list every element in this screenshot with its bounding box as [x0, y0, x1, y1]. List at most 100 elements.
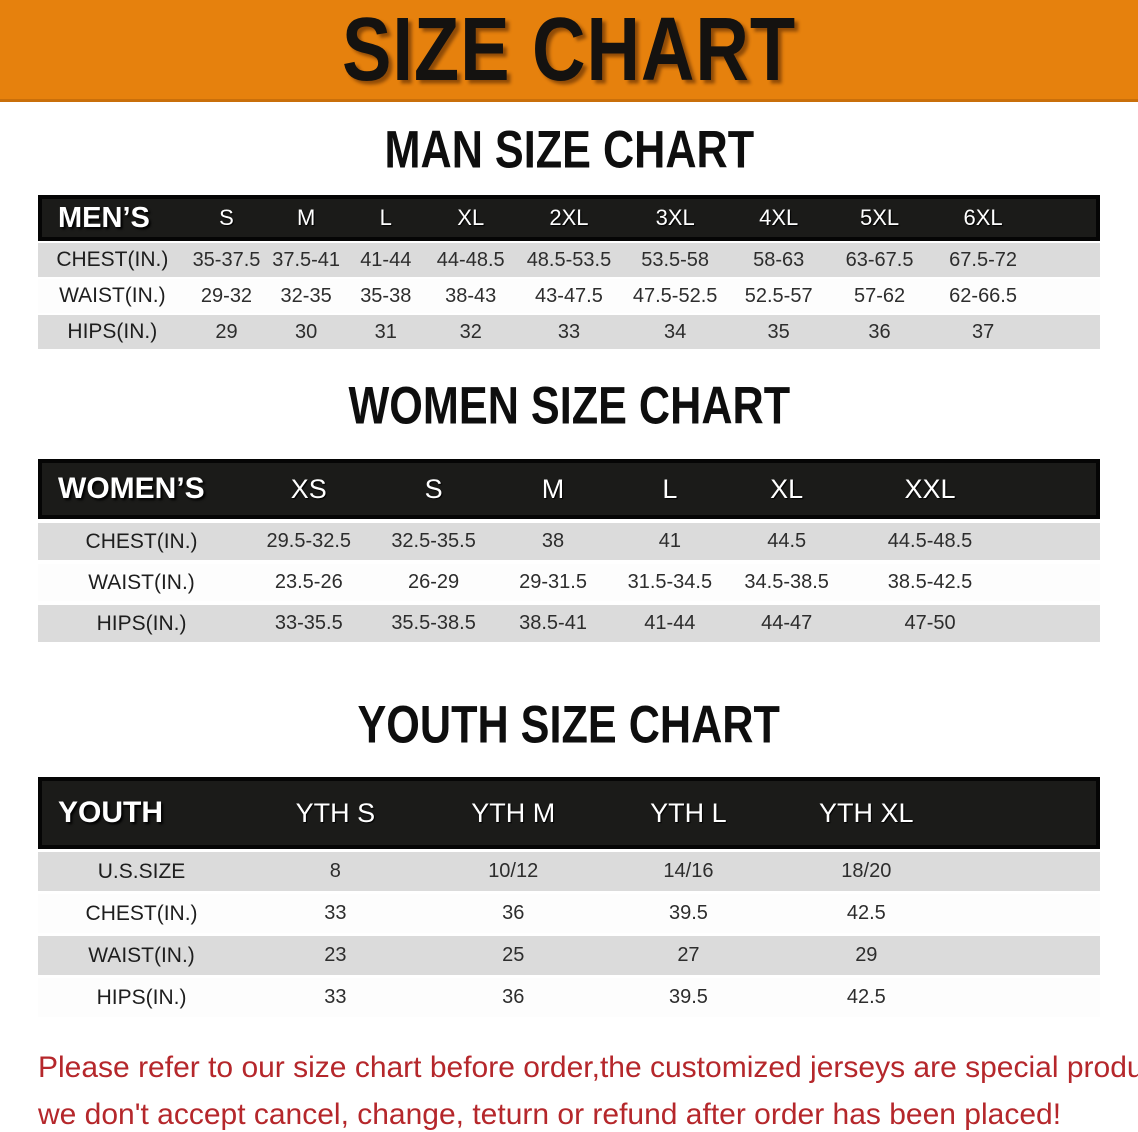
size-value: 29.5-32.5: [266, 530, 352, 552]
size-value: 35.5-38.5: [391, 612, 476, 634]
size-column-header: YTH L: [600, 777, 777, 849]
size-value: 29: [215, 320, 238, 343]
table-corner-label: WOMEN’S: [38, 459, 246, 519]
size-value: 32.5-35.5: [391, 530, 476, 552]
disclaimer-note: Please refer to our size chart before or…: [0, 1044, 1138, 1132]
table-row: U.S.SIZE 8 10/12 14/16 18/20: [38, 852, 1100, 891]
size-value: 18/20: [841, 860, 892, 882]
size-value: 44-48.5: [436, 248, 505, 271]
table-row: CHEST(IN.) 29.5-32.5 32.5-35.5 38 41 44.5 44.5…: [38, 523, 1100, 560]
header-filler: [1036, 195, 1100, 241]
row-filler: [957, 978, 1100, 1017]
size-header-row: MEN’S S M L XL 2XL 3XL 4XL 5XL 6XL: [38, 195, 1100, 241]
measure-label: WAIST(IN.): [88, 570, 195, 594]
size-value: 29-31.5: [519, 571, 587, 593]
table-row: HIPS(IN.) 33-35.5 35.5-38.5 38.5-41 41-44 44-…: [38, 605, 1100, 642]
size-column-header: L: [611, 459, 729, 519]
header-filler: [956, 777, 1100, 849]
size-value: 38: [541, 530, 565, 552]
table-corner-label: YOUTH: [38, 777, 246, 849]
size-value: 34: [664, 320, 687, 343]
men-size-table: MEN’S S M L XL 2XL 3XL 4XL 5XL 6XL CHEST(IN.) 35-37…: [38, 193, 1100, 351]
size-value: 47.5-52.5: [632, 284, 718, 307]
size-column-header: M: [266, 195, 346, 241]
table-corner-label: MEN’S: [38, 195, 187, 241]
size-column-header: 3XL: [622, 195, 729, 241]
size-value: 53.5-58: [641, 248, 710, 271]
men-section-heading: MAN SIZE CHART: [38, 121, 1100, 180]
women-size-table: WOMEN’S XS S M L XL XXL CHEST(IN.) 29.5-32.5 32.5…: [38, 455, 1100, 646]
youth-section-heading: YOUTH SIZE CHART: [38, 697, 1100, 754]
size-value: 52.5-57: [744, 284, 813, 307]
row-filler: [1036, 315, 1100, 349]
size-column-header: XL: [425, 195, 516, 241]
size-value: 48.5-53.5: [526, 248, 612, 271]
row-filler: [1015, 564, 1100, 601]
size-value: 36: [502, 902, 525, 924]
size-column-header: 2XL: [515, 195, 623, 241]
row-filler: [957, 852, 1100, 891]
size-value: 37.5-41: [272, 248, 341, 271]
row-filler: [957, 936, 1100, 975]
size-column-header: YTH XL: [776, 777, 957, 849]
content: MAN SIZE CHART MEN’S S M L XL 2XL 3XL 4XL 5XL 6XL…: [0, 121, 1138, 1020]
size-value: 26-29: [408, 571, 460, 593]
women-heading-text: WOMEN SIZE CHART: [348, 377, 790, 436]
table-row: WAIST(IN.) 23 25 27 29: [38, 936, 1100, 975]
size-value: 38.5-41: [519, 612, 587, 634]
size-value: 25: [502, 944, 525, 966]
table-row: HIPS(IN.) 33 36 39.5 42.5: [38, 978, 1100, 1017]
size-value: 32: [459, 320, 482, 343]
measure-label: CHEST(IN.): [85, 901, 198, 925]
men-heading-text: MAN SIZE CHART: [384, 121, 754, 180]
size-value: 36: [868, 320, 891, 343]
header-filler: [1014, 459, 1100, 519]
measure-label: HIPS(IN.): [96, 611, 187, 635]
size-value: 33-35.5: [274, 612, 343, 634]
size-value: 44.5: [767, 530, 807, 552]
size-value: 23: [324, 944, 347, 966]
size-header-row: WOMEN’S XS S M L XL XXL: [38, 459, 1100, 519]
size-value: 47-50: [904, 612, 956, 634]
size-value: 33: [557, 320, 581, 343]
row-filler: [1015, 605, 1100, 642]
table-row: WAIST(IN.) 29-32 32-35 35-38 38-43 43-47.5 47.…: [38, 279, 1100, 313]
size-value: 8: [329, 860, 341, 882]
size-value: 41-44: [644, 612, 696, 634]
size-value: 67.5-72: [949, 248, 1017, 271]
women-section-heading: WOMEN SIZE CHART: [38, 377, 1100, 436]
size-column-header: 6XL: [929, 195, 1037, 241]
measure-label: WAIST(IN.): [88, 943, 195, 967]
table-row: CHEST(IN.) 35-37.5 37.5-41 41-44 44-48.5 48.5…: [38, 243, 1100, 277]
measure-label: HIPS(IN.): [67, 320, 158, 343]
banner: SIZE CHART: [0, 0, 1138, 102]
size-value: 43-47.5: [535, 284, 603, 307]
size-value: 41: [658, 530, 681, 552]
row-filler: [1036, 243, 1100, 277]
measure-label: U.S.SIZE: [97, 859, 186, 883]
size-header-row: YOUTH YTH S YTH M YTH L YTH XL: [38, 777, 1100, 849]
disclaimer-line-1: Please refer to our size chart before or…: [38, 1051, 1138, 1084]
size-value: 39.5: [668, 902, 708, 924]
size-value: 44.5-48.5: [887, 530, 973, 552]
table-row: WAIST(IN.) 23.5-26 26-29 29-31.5 31.5-34.5 34…: [38, 564, 1100, 601]
size-value: 30: [295, 320, 318, 343]
size-value: 23.5-26: [274, 571, 343, 593]
youth-size-table: YOUTH YTH S YTH M YTH L YTH XL U.S.SIZE 8 10/12…: [38, 774, 1100, 1020]
size-value: 36: [502, 986, 525, 1008]
size-value: 58-63: [753, 248, 805, 271]
size-value: 37: [971, 320, 995, 343]
size-value: 32-35: [280, 284, 332, 307]
size-value: 63-67.5: [845, 248, 914, 271]
size-value: 31.5-34.5: [627, 571, 713, 593]
row-filler: [1036, 279, 1100, 313]
size-value: 33: [324, 902, 347, 924]
size-column-header: XXL: [845, 459, 1015, 519]
size-column-header: XL: [728, 459, 846, 519]
table-row: CHEST(IN.) 33 36 39.5 42.5: [38, 894, 1100, 933]
size-column-header: 5XL: [829, 195, 930, 241]
size-column-header: XS: [245, 459, 373, 519]
size-column-header: YTH S: [245, 777, 426, 849]
size-value: 38.5-42.5: [887, 571, 973, 593]
